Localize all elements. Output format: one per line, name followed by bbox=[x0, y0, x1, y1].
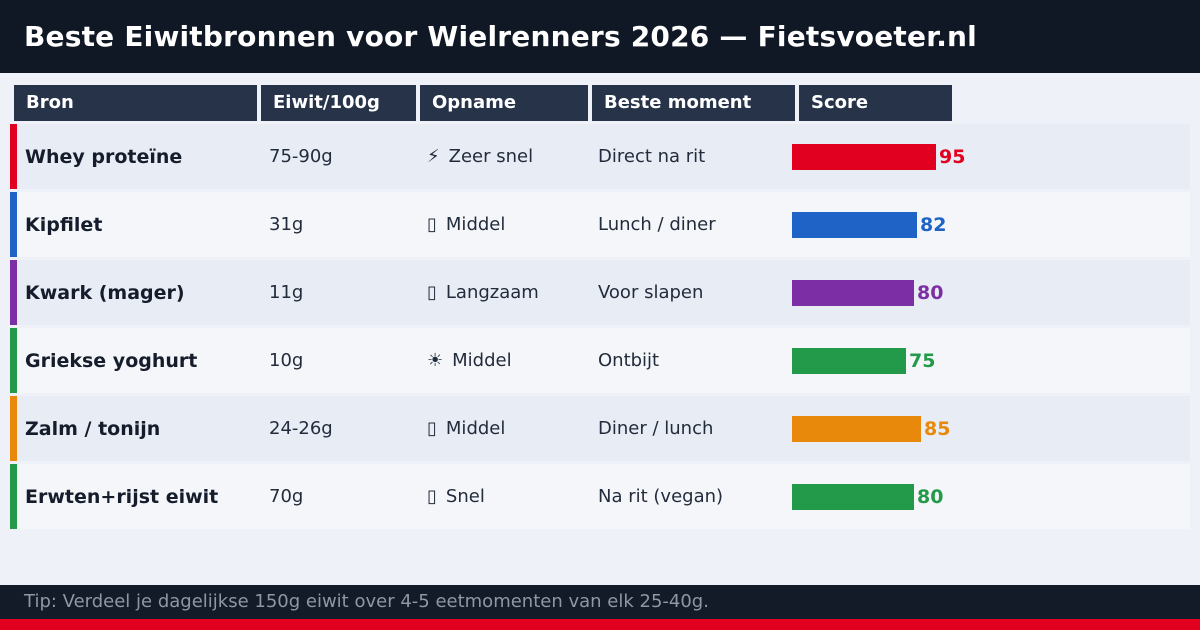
row-score: 80 bbox=[792, 279, 1190, 306]
row-moment: Na rit (vegan) bbox=[598, 486, 724, 507]
header-cell-moment: Beste moment bbox=[592, 85, 795, 121]
table-row: Whey proteïne 75-90g ⚡ Zeer snel Direct … bbox=[10, 124, 1190, 189]
row-opname: ▯ Middel bbox=[417, 214, 587, 235]
score-bar bbox=[792, 415, 921, 442]
score-bar bbox=[792, 483, 914, 510]
row-score: 80 bbox=[792, 483, 1190, 510]
row-score: 82 bbox=[792, 211, 1190, 238]
opname-label: Snel bbox=[445, 486, 485, 507]
score-value: 82 bbox=[920, 213, 947, 236]
opname-label: Middel bbox=[452, 350, 512, 371]
table-header-row: Bron Eiwit/100g Opname Beste moment Scor… bbox=[14, 85, 1190, 121]
opname-label: Zeer snel bbox=[448, 146, 534, 167]
table-panel: Bron Eiwit/100g Opname Beste moment Scor… bbox=[0, 73, 1200, 585]
score-value: 85 bbox=[924, 417, 951, 440]
bottom-accent-strip bbox=[0, 619, 1200, 630]
opname-label: Middel bbox=[445, 214, 506, 235]
row-score: 95 bbox=[792, 143, 1190, 170]
opname-label: Langzaam bbox=[445, 282, 539, 303]
header-cell-opname: Opname bbox=[420, 85, 588, 121]
header-cell-eiwit: Eiwit/100g bbox=[261, 85, 416, 121]
row-bron: Whey proteïne bbox=[25, 145, 183, 168]
score-bar bbox=[792, 347, 906, 374]
row-moment: Direct na rit bbox=[598, 146, 706, 167]
row-opname: ▯ Middel bbox=[417, 418, 587, 439]
score-value: 80 bbox=[917, 281, 944, 304]
score-value: 95 bbox=[939, 145, 966, 168]
opname-icon: ☀ bbox=[427, 350, 444, 371]
score-bar bbox=[792, 143, 936, 170]
row-opname: ☀ Middel bbox=[417, 350, 587, 371]
opname-icon: ⚡ bbox=[427, 146, 440, 167]
table-row: Griekse yoghurt 10g ☀ Middel Ontbijt 75 bbox=[10, 328, 1190, 393]
row-bron: Zalm / tonijn bbox=[25, 417, 161, 440]
row-eiwit: 24-26g bbox=[269, 418, 333, 439]
score-bar bbox=[792, 279, 914, 306]
row-bron: Erwten+rijst eiwit bbox=[25, 485, 219, 508]
row-eiwit: 31g bbox=[269, 214, 304, 235]
row-score: 75 bbox=[792, 347, 1190, 374]
opname-icon: ▯ bbox=[427, 282, 437, 303]
row-opname: ⚡ Zeer snel bbox=[417, 146, 587, 167]
row-eiwit: 10g bbox=[269, 350, 304, 371]
table-row: Zalm / tonijn 24-26g ▯ Middel Diner / lu… bbox=[10, 396, 1190, 461]
row-bron: Kipfilet bbox=[25, 213, 103, 236]
score-value: 75 bbox=[909, 349, 936, 372]
opname-icon: ▯ bbox=[427, 486, 437, 507]
table-row: Kipfilet 31g ▯ Middel Lunch / diner 82 bbox=[10, 192, 1190, 257]
table-row: Erwten+rijst eiwit 70g ▯ Snel Na rit (ve… bbox=[10, 464, 1190, 529]
row-moment: Voor slapen bbox=[598, 282, 704, 303]
row-moment: Diner / lunch bbox=[598, 418, 714, 439]
score-value: 80 bbox=[917, 485, 944, 508]
row-opname: ▯ Langzaam bbox=[417, 282, 587, 303]
footer-tip: Tip: Verdeel je dagelijkse 150g eiwit ov… bbox=[0, 585, 1200, 619]
opname-label: Middel bbox=[445, 418, 506, 439]
table-body: Whey proteïne 75-90g ⚡ Zeer snel Direct … bbox=[10, 124, 1190, 529]
row-moment: Lunch / diner bbox=[598, 214, 716, 235]
row-bron: Kwark (mager) bbox=[25, 281, 185, 304]
row-eiwit: 75-90g bbox=[269, 146, 333, 167]
title-bar: Beste Eiwitbronnen voor Wielrenners 2026… bbox=[0, 0, 1200, 73]
header-cell-score: Score bbox=[799, 85, 952, 121]
row-eiwit: 11g bbox=[269, 282, 304, 303]
opname-icon: ▯ bbox=[427, 418, 437, 439]
row-moment: Ontbijt bbox=[598, 350, 660, 371]
table-row: Kwark (mager) 11g ▯ Langzaam Voor slapen… bbox=[10, 260, 1190, 325]
header-cell-bron: Bron bbox=[14, 85, 257, 121]
row-opname: ▯ Snel bbox=[417, 486, 587, 507]
row-bron: Griekse yoghurt bbox=[25, 349, 198, 372]
opname-icon: ▯ bbox=[427, 214, 437, 235]
row-eiwit: 70g bbox=[269, 486, 304, 507]
score-bar bbox=[792, 211, 917, 238]
page-title: Beste Eiwitbronnen voor Wielrenners 2026… bbox=[24, 20, 977, 53]
row-score: 85 bbox=[792, 415, 1190, 442]
